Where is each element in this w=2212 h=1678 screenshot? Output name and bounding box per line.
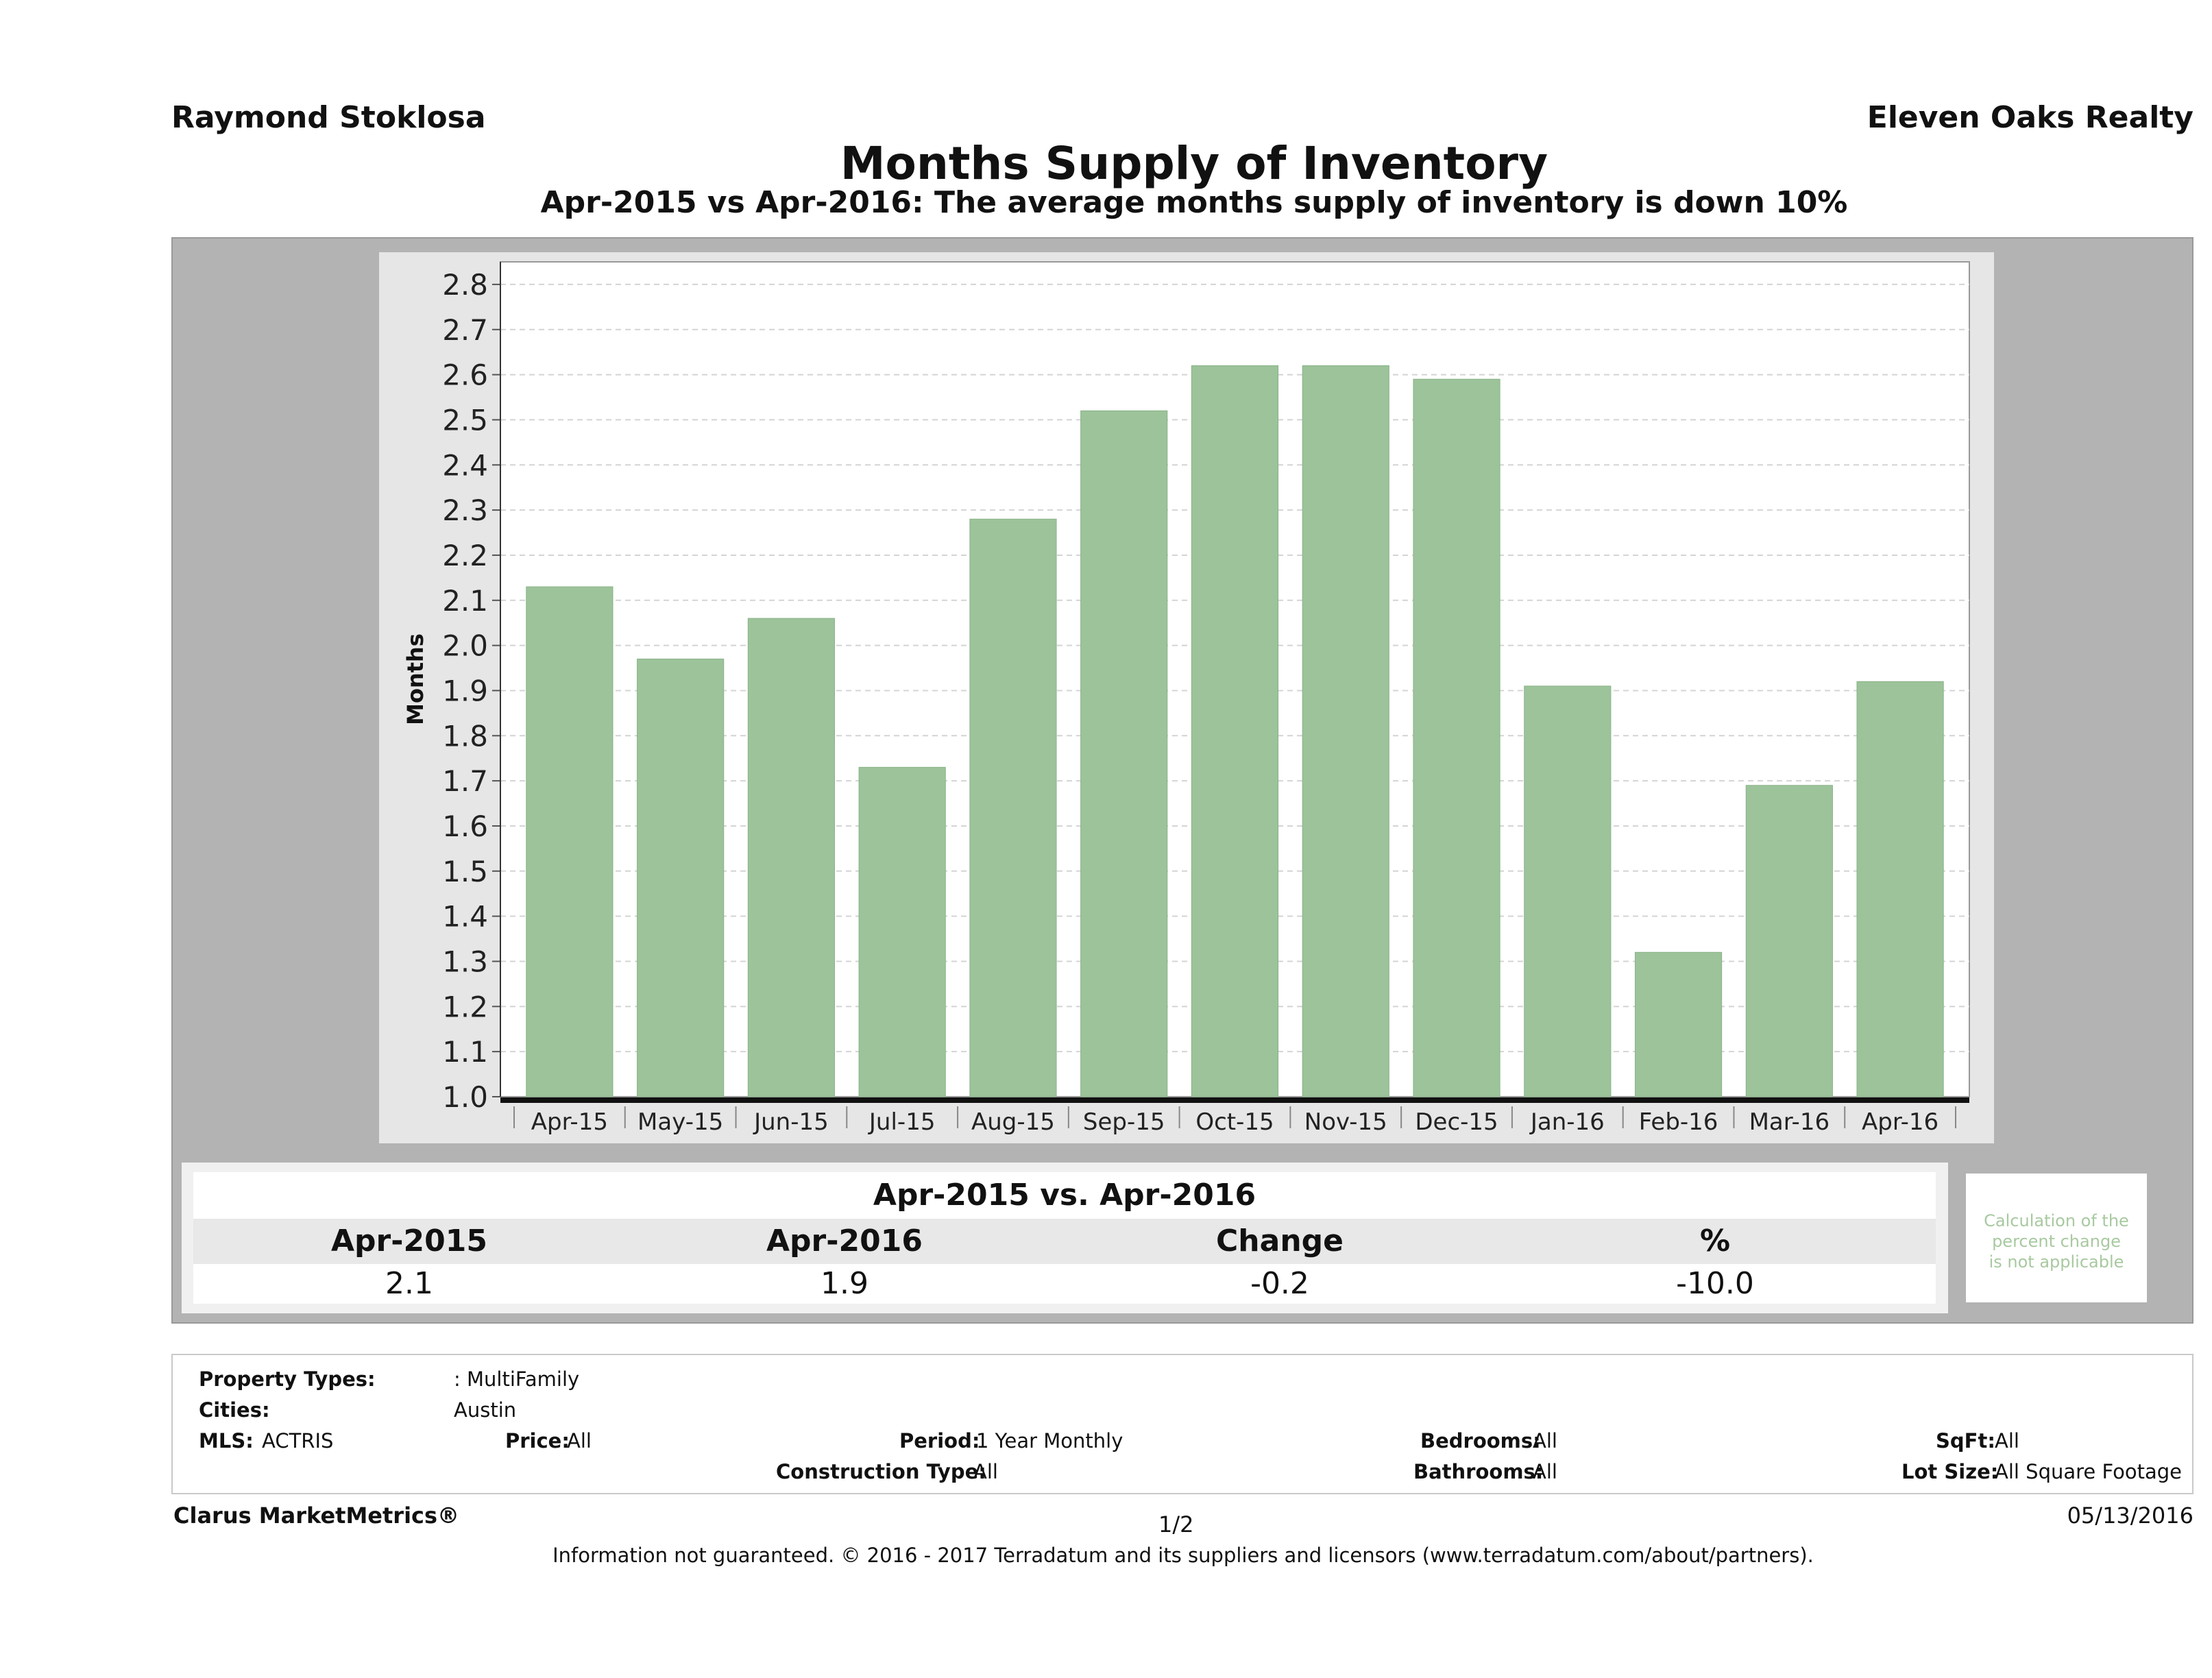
bar: [1191, 365, 1279, 1097]
lot-size-value: All Square Footage: [1995, 1460, 2183, 1483]
y-tick-label: 2.1: [442, 584, 488, 618]
bar: [1634, 951, 1723, 1097]
x-tick-label: Apr-15: [531, 1108, 608, 1136]
x-tick-label: Apr-16: [1862, 1108, 1938, 1136]
period-label: Period:: [899, 1429, 980, 1452]
bar: [1413, 378, 1500, 1097]
summary-header-row: Apr-2015 Apr-2016 Change %: [193, 1219, 1936, 1264]
header-percent: %: [1699, 1224, 1731, 1258]
x-tick-label: Sep-15: [1083, 1108, 1165, 1136]
y-tick-label: 1.5: [442, 855, 488, 888]
bathrooms-label: Bathrooms:: [1413, 1460, 1544, 1483]
x-tick-label: Jan-16: [1529, 1108, 1605, 1136]
cities-label: Cities:: [199, 1398, 270, 1422]
lot-size-label: Lot Size:: [1901, 1460, 1999, 1483]
report-subtitle: Apr-2015 vs Apr-2016: The average months…: [540, 185, 1848, 220]
sqft-value: All: [1995, 1429, 2019, 1452]
bathrooms-value: All: [1533, 1460, 1557, 1483]
y-tick-label: 2.3: [442, 494, 488, 527]
percent-note-line-2: percent change: [1992, 1232, 2121, 1251]
x-tick-label: Oct-15: [1195, 1108, 1274, 1136]
y-axis-label: Months: [402, 633, 428, 725]
property-types-value: : MultiFamily: [454, 1367, 580, 1391]
y-tick-label: 1.9: [442, 674, 488, 707]
y-tick-label: 2.7: [442, 313, 488, 347]
price-value: All: [567, 1429, 592, 1452]
y-tick-label: 2.8: [442, 268, 488, 302]
sqft-label: SqFt:: [1936, 1429, 1995, 1452]
page-number: 1/2: [1158, 1511, 1194, 1537]
header-apr-2015: Apr-2015: [331, 1224, 487, 1258]
percent-note-line-3: is not applicable: [1989, 1252, 2124, 1272]
bar: [858, 766, 946, 1097]
x-tick-label: Dec-15: [1415, 1108, 1498, 1136]
bar: [747, 618, 836, 1097]
x-tick-label: Feb-16: [1639, 1108, 1718, 1136]
y-tick-label: 1.1: [442, 1035, 488, 1069]
x-tick-label: Nov-15: [1304, 1108, 1387, 1136]
percent-note-line-1: Calculation of the: [1984, 1211, 2129, 1230]
agent-name: Raymond Stoklosa: [171, 100, 486, 135]
value-change: -0.2: [1250, 1266, 1309, 1301]
y-tick-label: 2.2: [442, 539, 488, 572]
search-criteria: Property Types: : MultiFamily Cities: Au…: [171, 1354, 2193, 1494]
value-apr-2015: 2.1: [385, 1266, 433, 1301]
report-title: Months Supply of Inventory: [840, 137, 1548, 190]
y-tick-label: 2.6: [442, 358, 488, 392]
bar: [1856, 681, 1944, 1097]
summary-table: Apr-2015 vs. Apr-2016 Apr-2015 Apr-2016 …: [182, 1163, 1948, 1313]
y-tick-label: 1.7: [442, 764, 488, 798]
product-name: Clarus MarketMetrics®: [173, 1503, 460, 1529]
bar: [526, 586, 613, 1097]
value-percent: -10.0: [1676, 1266, 1754, 1301]
summary-title: Apr-2015 vs. Apr-2016: [193, 1172, 1936, 1219]
value-apr-2016: 1.9: [821, 1266, 868, 1301]
cities-value: Austin: [454, 1398, 517, 1422]
y-tick-label: 2.0: [442, 629, 488, 663]
bedrooms-label: Bedrooms:: [1420, 1429, 1541, 1452]
bar: [969, 518, 1057, 1097]
property-types-label: Property Types:: [199, 1367, 376, 1391]
y-tick-label: 2.4: [442, 448, 488, 482]
y-tick-label: 1.2: [442, 990, 488, 1023]
mls-value: ACTRIS: [262, 1429, 334, 1452]
construction-type-value: All: [973, 1460, 998, 1483]
price-label: Price:: [505, 1429, 570, 1452]
months-supply-bar-chart: 1.0 1.1 1.2 1.3 1.4 1.5 1.6 1.7 1.8 1.9 2.0 2.1 2.2 2…: [402, 261, 1970, 1136]
x-tick-label: Mar-16: [1749, 1108, 1830, 1136]
y-tick-label: 1.6: [442, 810, 488, 843]
percent-note: Calculation of the percent change is not…: [1966, 1174, 2147, 1302]
x-tick-label: May-15: [637, 1108, 723, 1136]
brokerage-name: Eleven Oaks Realty: [1867, 100, 2193, 135]
x-tick-label: Aug-15: [971, 1108, 1055, 1136]
mls-label: MLS:: [199, 1429, 254, 1452]
y-tick-label: 1.0: [442, 1080, 488, 1114]
summary-value-row: 2.1 1.9 -0.2 -10.0: [193, 1264, 1936, 1304]
bar: [1080, 410, 1168, 1097]
bar: [1302, 365, 1389, 1097]
y-tick-label: 1.4: [442, 900, 488, 934]
report-date: 05/13/2016: [2067, 1503, 2193, 1529]
chart-panel: 1.0 1.1 1.2 1.3 1.4 1.5 1.6 1.7 1.8 1.9 2.0 2.1 2.2 2…: [379, 252, 1994, 1143]
header-apr-2016: Apr-2016: [766, 1224, 923, 1258]
bar: [1745, 785, 1833, 1097]
disclaimer: Information not guaranteed. © 2016 - 201…: [552, 1544, 1814, 1567]
bar: [1524, 685, 1612, 1097]
y-tick-label: 2.5: [442, 403, 488, 437]
bar: [637, 658, 725, 1097]
construction-type-label: Construction Type:: [776, 1460, 986, 1483]
period-value: 1 Year Monthly: [976, 1429, 1123, 1452]
x-tick-label: Jun-15: [753, 1108, 829, 1136]
y-tick-label: 1.3: [442, 945, 488, 978]
x-tick-label: Jul-15: [868, 1108, 936, 1136]
bedrooms-value: All: [1533, 1429, 1557, 1452]
header-change: Change: [1216, 1224, 1344, 1258]
y-tick-label: 1.8: [442, 719, 488, 753]
